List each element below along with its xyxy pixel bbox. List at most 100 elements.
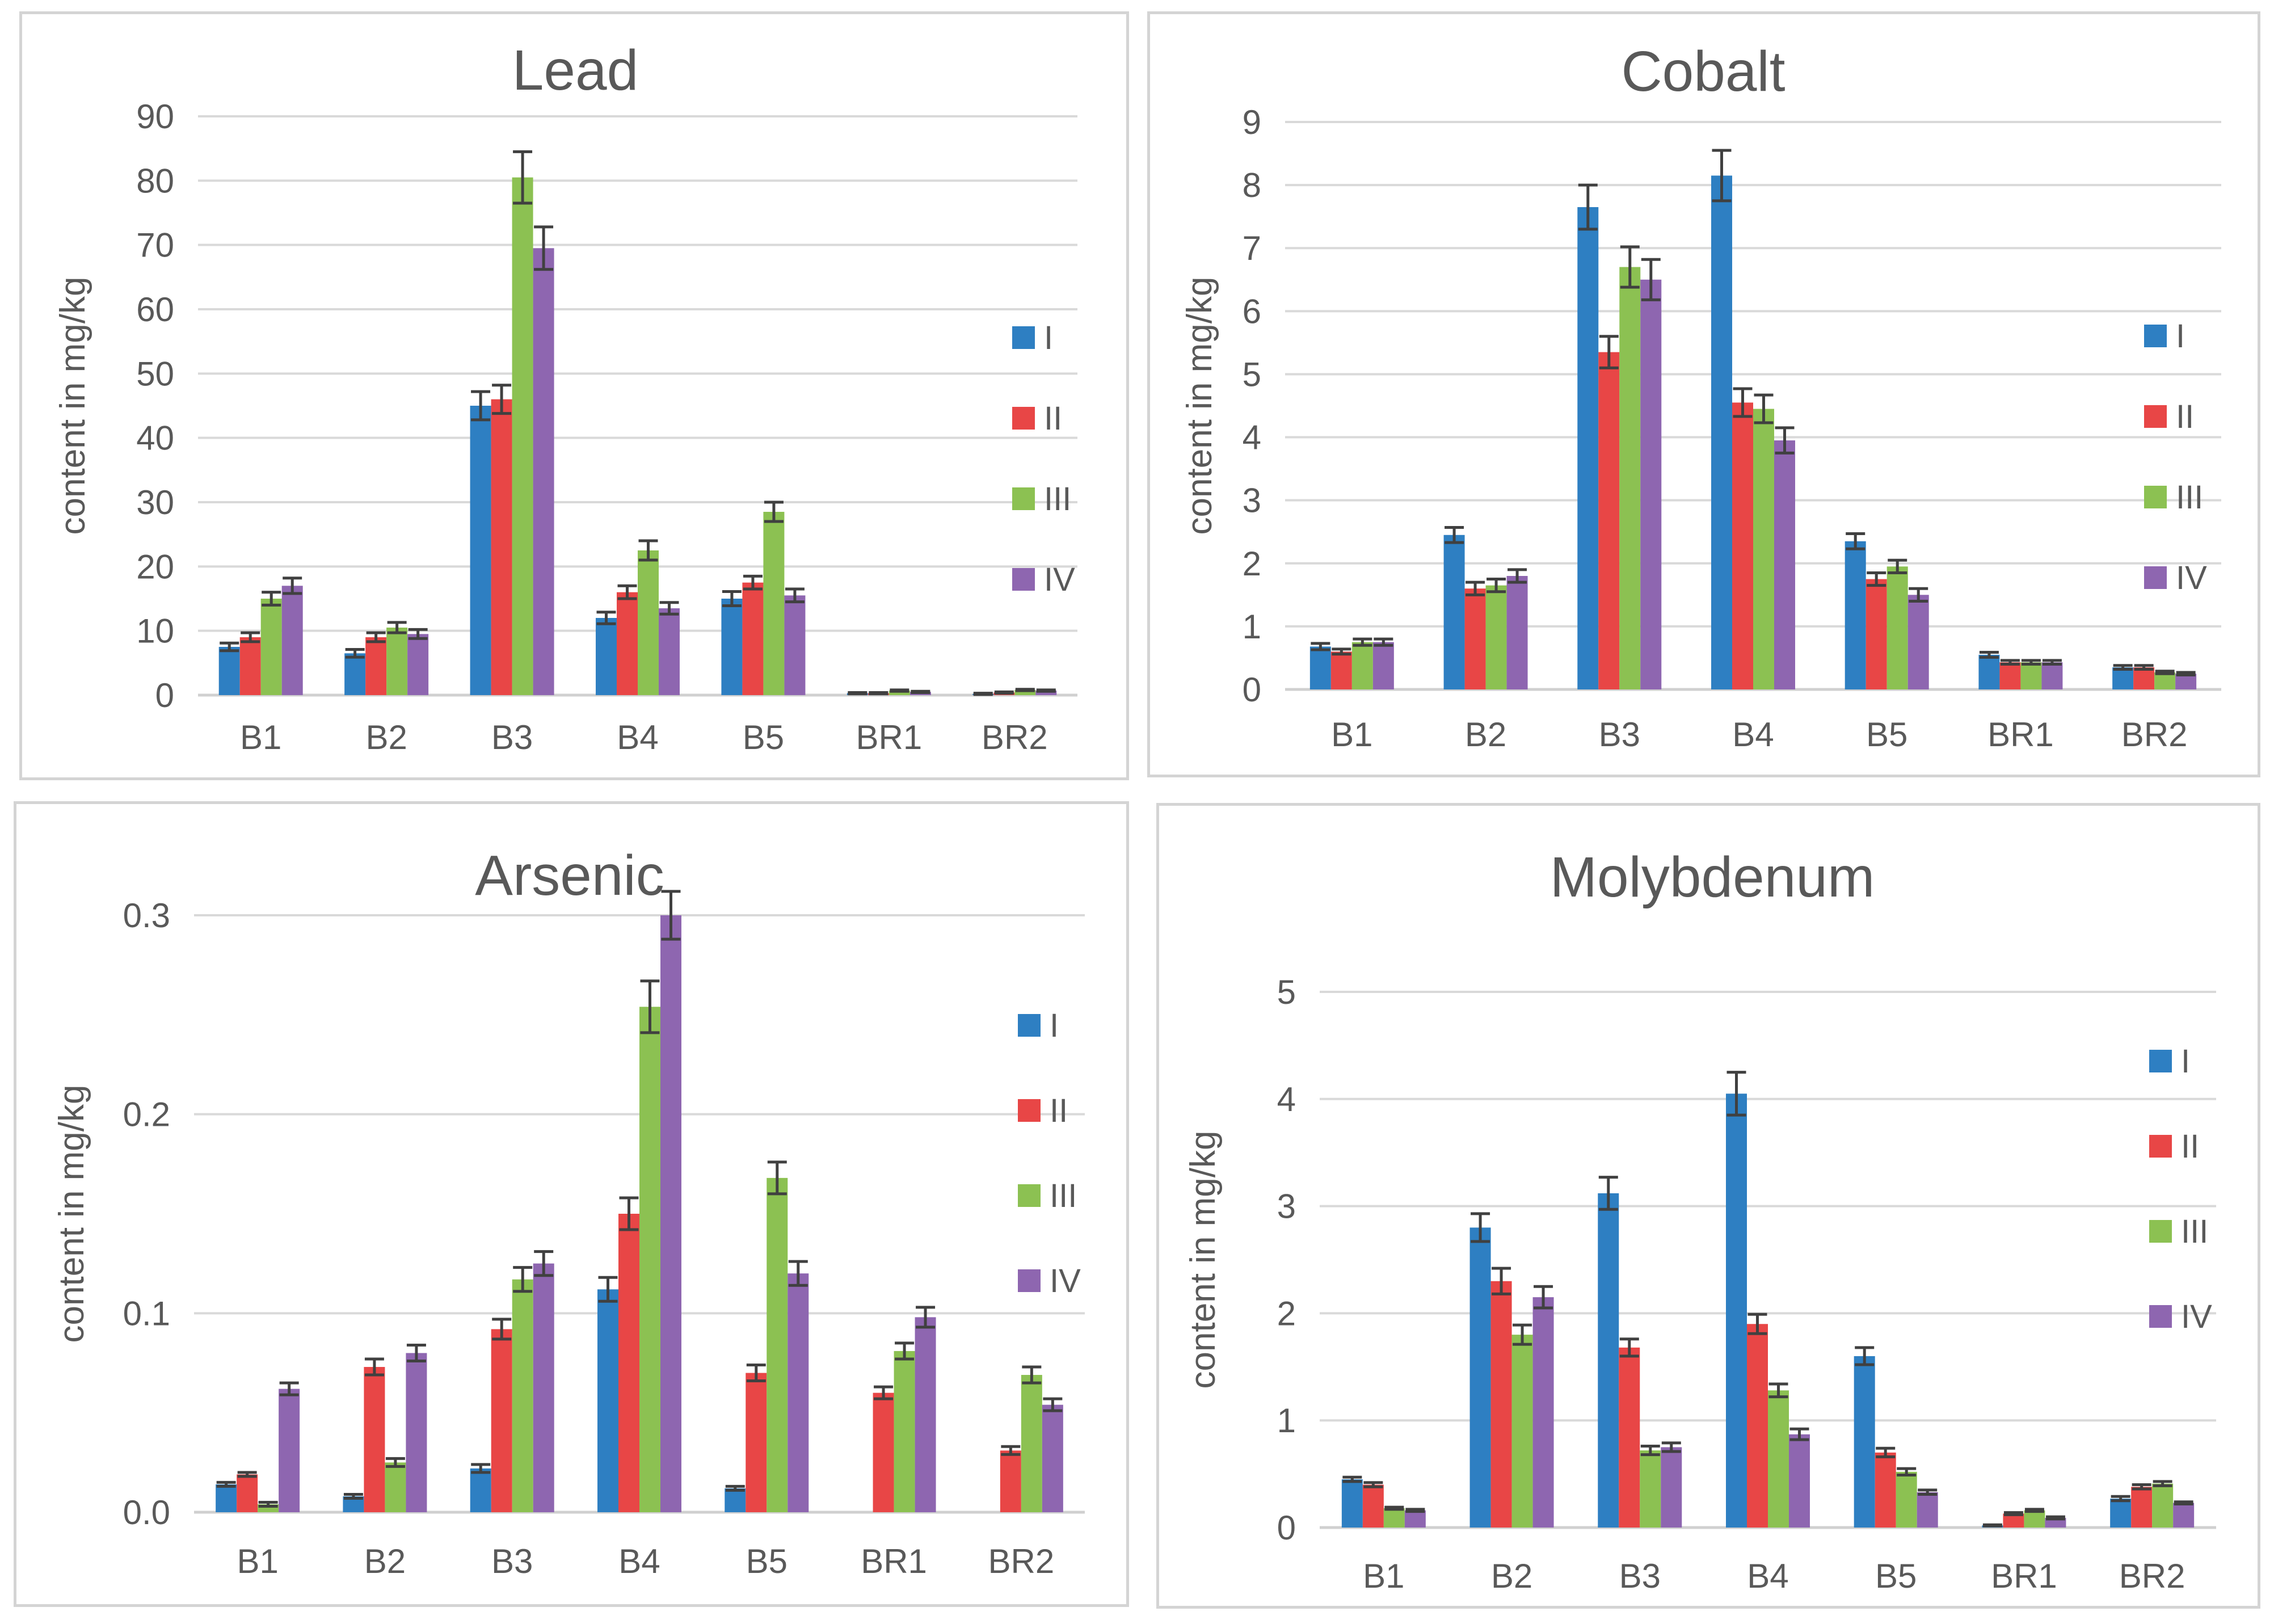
bar-iv-b4	[660, 915, 681, 1512]
x-tick-label-br1: BR1	[1987, 716, 2054, 754]
error-bar-i-br1	[1982, 1523, 2002, 1528]
bar-ii-br1	[1999, 662, 2021, 689]
y-tick-label: 1	[1243, 608, 1261, 646]
error-bar-iv-b1	[279, 1381, 299, 1396]
bar-ii-b3	[1598, 352, 1620, 689]
error-bar-iv-br1	[911, 689, 930, 694]
bar-ii-b3	[491, 1329, 512, 1512]
error-bar-iv-br2	[1043, 1397, 1063, 1412]
error-bar-ii-b5	[1867, 571, 1886, 587]
error-bar-ii-b2	[366, 631, 386, 643]
y-tick-label: 4	[1243, 419, 1261, 457]
bar-ii-b5	[1865, 579, 1887, 689]
error-bar-iii-b4	[1754, 393, 1774, 424]
error-bar-iii-b1	[262, 591, 281, 607]
error-bar-ii-b3	[492, 384, 512, 415]
legend-label-iv: IV	[1044, 561, 1075, 598]
chart-panel-cobalt: 0 1 2 3 4 5 6 7 8 9 Cobalt content in mg/kg B1 B2 B3 B4…	[1147, 11, 2260, 777]
error-bar-ii-b5	[746, 1364, 766, 1383]
y-tick-label: 40	[136, 419, 174, 457]
x-tick-label-b4: B4	[618, 1542, 660, 1580]
bar-iii-b3	[1640, 1450, 1661, 1528]
error-bar-iv-b4	[659, 601, 679, 616]
error-bar-i-br2	[2111, 1495, 2130, 1503]
legend-swatch-ii	[1018, 1099, 1041, 1122]
legend-swatch-iv	[2149, 1305, 2172, 1328]
error-bar-iii-br1	[2021, 659, 2041, 666]
bar-i-b1	[1309, 646, 1331, 689]
y-tick-label: 0	[155, 676, 174, 714]
bar-iii-b1	[1351, 642, 1373, 689]
bar-iv-br2	[1042, 1404, 1063, 1512]
bar-ii-b4	[1747, 1324, 1768, 1528]
x-tick-label-b2: B2	[365, 718, 407, 756]
legend-label-iii: III	[2176, 479, 2203, 516]
bar-iii-b1	[1383, 1508, 1405, 1528]
bar-i-b5	[725, 1488, 746, 1512]
chart-title: Arsenic	[475, 844, 664, 907]
bar-ii-b4	[618, 1214, 639, 1512]
error-bar-ii-b2	[364, 1357, 384, 1377]
x-tick-label-br1: BR1	[1991, 1557, 2057, 1595]
y-tick-label: 8	[1243, 166, 1261, 204]
bar-ii-b3	[1619, 1347, 1640, 1528]
y-tick-label: 90	[136, 98, 174, 136]
error-bar-iv-b2	[1507, 568, 1527, 584]
error-bar-i-b4	[1712, 149, 1732, 203]
y-tick-label: 4	[1277, 1080, 1296, 1118]
y-tick-label: 10	[136, 612, 174, 650]
legend-swatch-i	[2149, 1050, 2172, 1072]
error-bar-i-b1	[1311, 642, 1330, 651]
error-bar-iv-br2	[2176, 671, 2196, 676]
bar-iv-b2	[1532, 1297, 1554, 1528]
x-tick-label-br2: BR2	[988, 1542, 1054, 1580]
error-bar-i-br2	[973, 692, 993, 696]
y-tick-label: 80	[136, 162, 174, 200]
error-bar-i-br1	[848, 691, 868, 696]
bar-i-b3	[470, 406, 491, 695]
legend-label-ii: II	[2181, 1128, 2199, 1165]
legend-label-iv: IV	[2181, 1298, 2212, 1335]
bar-ii-b2	[1490, 1281, 1512, 1528]
x-tick-label-b1: B1	[240, 718, 281, 756]
bar-iv-b5	[784, 595, 806, 695]
bar-i-b4	[596, 618, 617, 695]
error-bar-iii-br1	[890, 688, 909, 693]
error-bar-ii-b1	[237, 1471, 257, 1478]
bar-ii-br1	[873, 1392, 894, 1512]
legend-swatch-i	[1018, 1014, 1041, 1037]
chart-panel-lead: 0 10 20 30 40 50 60 70 80 90 Lead content in mg/kg B…	[19, 11, 1129, 780]
y-axis-label: content in mg/kg	[1180, 277, 1219, 535]
x-tick-label-b2: B2	[1465, 716, 1506, 754]
bar-i-b1	[216, 1484, 237, 1512]
bar-iv-br2	[2173, 1503, 2195, 1528]
bar-i-br2	[2110, 1499, 2132, 1528]
y-tick-label: 0.1	[123, 1294, 170, 1332]
bar-ii-b5	[746, 1373, 767, 1512]
legend-label-iii: III	[1044, 481, 1071, 518]
chart-title: Cobalt	[1621, 40, 1785, 103]
bar-ii-b3	[491, 399, 512, 695]
legend-label-ii: II	[1044, 400, 1062, 437]
bar-i-b4	[597, 1289, 618, 1512]
error-bar-i-b2	[343, 1492, 363, 1500]
error-bar-iii-br1	[895, 1341, 915, 1361]
error-bar-i-b5	[725, 1484, 745, 1492]
error-bar-ii-b2	[1492, 1267, 1511, 1295]
legend-label-ii: II	[1050, 1092, 1068, 1129]
error-bar-iii-b2	[1486, 578, 1506, 594]
bar-ii-b1	[237, 1474, 258, 1512]
y-tick-label: 0	[1277, 1509, 1296, 1547]
y-tick-label: 20	[136, 548, 174, 586]
error-bar-iii-b4	[638, 539, 658, 562]
bar-iv-b1	[1404, 1510, 1426, 1528]
bar-ii-b5	[742, 582, 764, 695]
error-bar-ii-br2	[2134, 664, 2154, 671]
error-bar-iv-b1	[1405, 1508, 1425, 1513]
bar-iv-b3	[533, 248, 554, 695]
error-bar-ii-br1	[2000, 659, 2020, 666]
bar-i-b2	[1469, 1227, 1491, 1528]
bar-ii-b2	[365, 637, 387, 695]
error-bar-i-b1	[220, 641, 239, 653]
error-bar-iv-br1	[2045, 1515, 2065, 1521]
